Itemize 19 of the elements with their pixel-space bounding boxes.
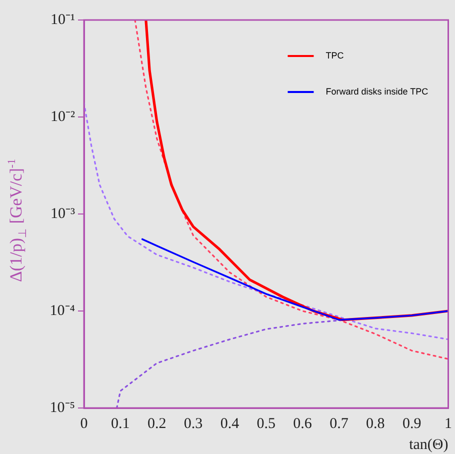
y-tick-label: 10⁻³ xyxy=(50,206,76,222)
x-tick-label: 0.4 xyxy=(220,416,240,432)
y-tick-label: 10⁻⁴ xyxy=(50,302,75,319)
x-tick-label: 0.8 xyxy=(366,416,385,432)
x-axis-title: tan(Θ) xyxy=(409,436,448,453)
x-tick-label: 1 xyxy=(444,416,452,432)
x-tick-label: 0.5 xyxy=(256,416,276,432)
x-tick-label: 0.7 xyxy=(330,416,349,432)
x-tick-label: 0.3 xyxy=(184,416,203,432)
x-tick-label: 0.6 xyxy=(293,416,312,432)
x-tick-label: 0.9 xyxy=(402,416,422,432)
legend-label: Forward disks inside TPC xyxy=(326,86,429,96)
x-tick-label: 0.1 xyxy=(111,416,130,432)
x-tick-label: 0 xyxy=(80,416,88,432)
x-tick-label: 0.2 xyxy=(147,416,166,432)
y-tick-label: 10⁻⁵ xyxy=(50,400,75,416)
legend-label: TPC xyxy=(326,50,344,60)
y-tick-label: 10⁻¹ xyxy=(50,12,75,28)
y-tick-label: 10⁻² xyxy=(50,108,76,125)
